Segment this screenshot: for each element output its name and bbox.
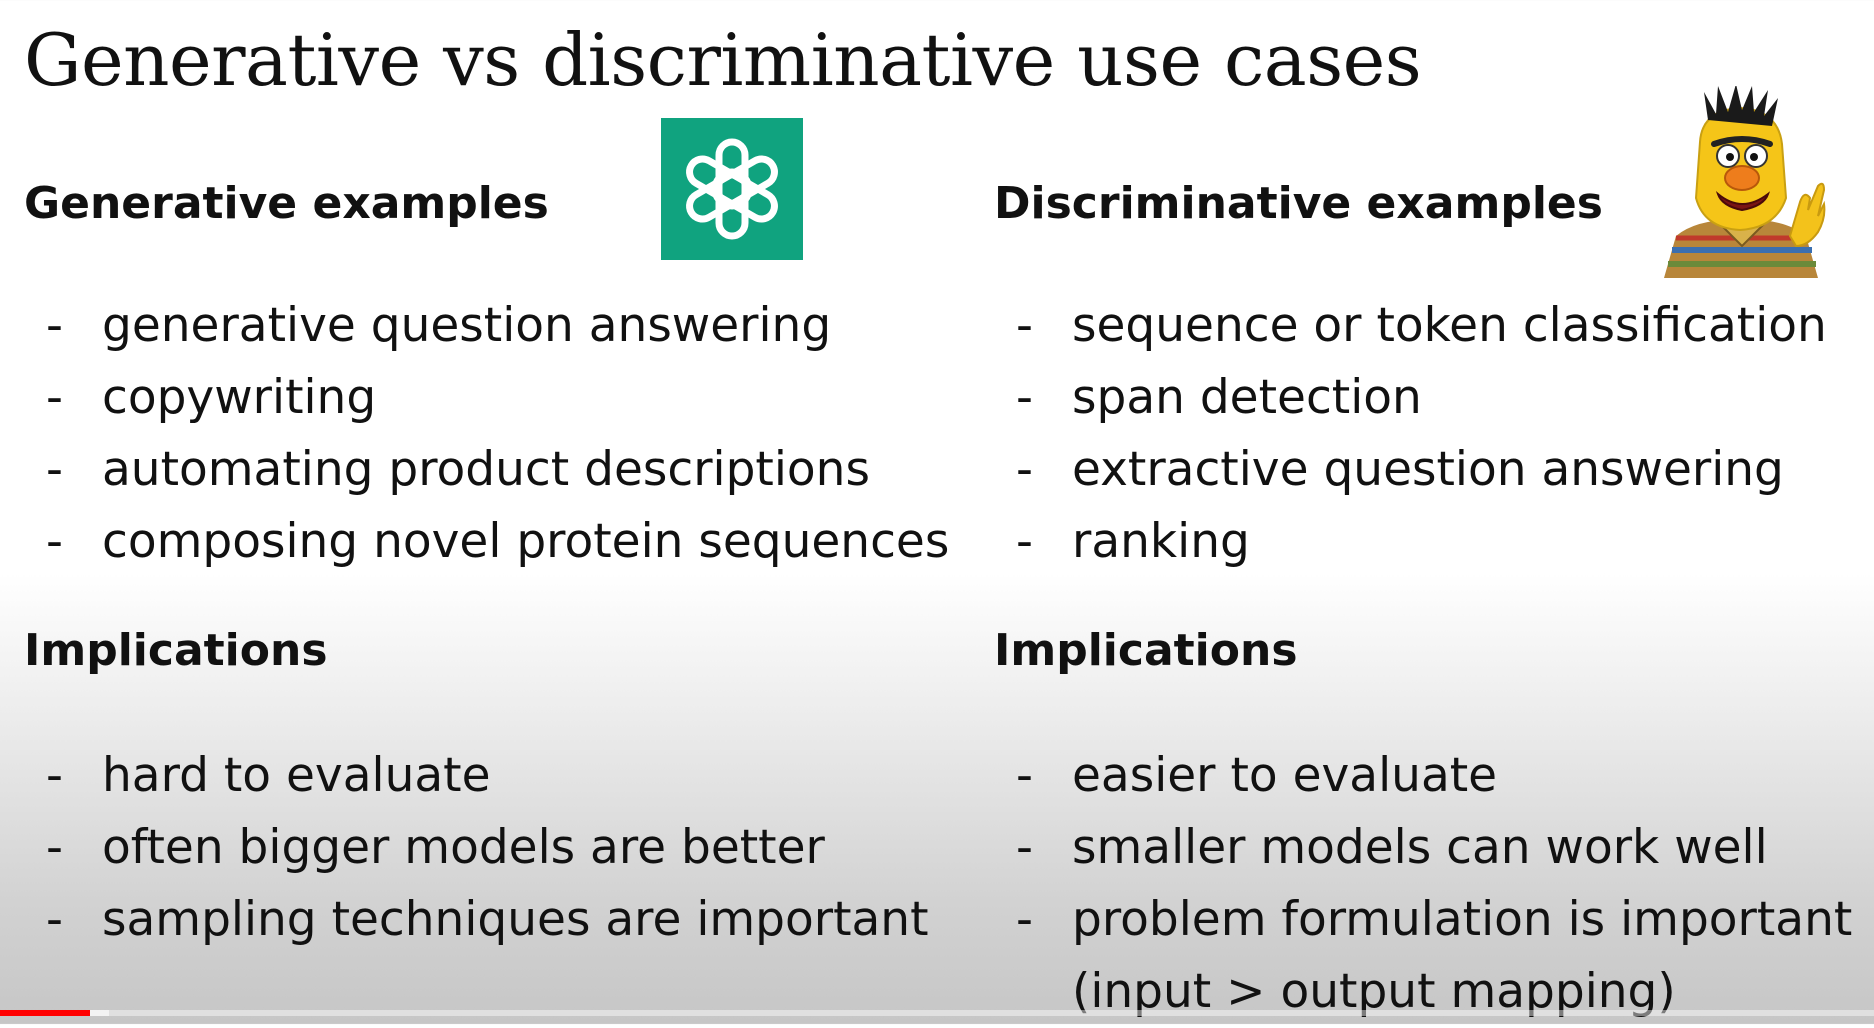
video-progress-played	[0, 1010, 90, 1016]
list-item: - generative question answering	[24, 290, 949, 362]
discriminative-examples-list: - sequence or token classification - span …	[994, 290, 1827, 578]
list-item: - extractive question answering	[994, 434, 1827, 506]
bullet-dash: -	[1016, 892, 1033, 947]
list-item-continuation: (input > output mapping)	[1072, 964, 1676, 1019]
list-item-text: generative question answering	[102, 298, 832, 353]
bullet-dash: -	[1016, 370, 1033, 425]
list-item: - often bigger models are better	[24, 812, 929, 884]
list-item: - ranking	[994, 506, 1827, 578]
generative-examples-list: - generative question answering - copywrit…	[24, 290, 949, 578]
bert-muppet-icon	[1658, 84, 1826, 278]
video-progress-bar[interactable]	[0, 1010, 1874, 1016]
list-item-text: sampling techniques are important	[102, 892, 929, 947]
list-item: - hard to evaluate	[24, 740, 929, 812]
list-item-text: automating product descriptions	[102, 442, 870, 497]
bullet-dash: -	[46, 370, 63, 425]
bullet-dash: -	[46, 892, 63, 947]
list-item: - span detection	[994, 362, 1827, 434]
list-item: - sequence or token classification	[994, 290, 1827, 362]
bullet-dash: -	[46, 514, 63, 569]
list-item-text: composing novel protein sequences	[102, 514, 950, 569]
list-item-text: span detection	[1072, 370, 1422, 425]
bullet-dash: -	[46, 442, 63, 497]
bullet-dash: -	[1016, 748, 1033, 803]
generative-implications-list: - hard to evaluate - often bigger models a…	[24, 740, 929, 956]
list-item: - easier to evaluate	[994, 740, 1852, 812]
list-item: - sampling techniques are important	[24, 884, 929, 956]
list-item: - automating product descriptions	[24, 434, 949, 506]
bullet-dash: -	[1016, 298, 1033, 353]
openai-logo-icon	[661, 118, 803, 260]
list-item-text: problem formulation is important	[1072, 892, 1853, 947]
list-item-text: sequence or token classification	[1072, 298, 1827, 353]
generative-column: Generative examples - generative question…	[24, 0, 949, 1024]
list-item: - composing novel protein sequences	[24, 506, 949, 578]
bullet-dash: -	[46, 298, 63, 353]
discriminative-column: Discriminative examples - sequence or tok…	[994, 0, 1854, 1024]
list-item-text: easier to evaluate	[1072, 748, 1498, 803]
bullet-dash: -	[1016, 442, 1033, 497]
list-item-text: copywriting	[102, 370, 377, 425]
list-item-text: smaller models can work well	[1072, 820, 1768, 875]
list-item-text: ranking	[1072, 514, 1250, 569]
discriminative-examples-heading: Discriminative examples	[994, 178, 1603, 229]
list-item: - smaller models can work well	[994, 812, 1852, 884]
generative-implications-heading: Implications	[24, 625, 328, 676]
list-item: - copywriting	[24, 362, 949, 434]
generative-examples-heading: Generative examples	[24, 178, 549, 229]
bullet-dash: -	[1016, 514, 1033, 569]
list-item: - problem formulation is important (input …	[994, 884, 1852, 1028]
bullet-dash: -	[46, 748, 63, 803]
list-item-text: extractive question answering	[1072, 442, 1784, 497]
bullet-dash: -	[46, 820, 63, 875]
openai-logo-graphic	[686, 138, 778, 240]
bert-muppet-graphic	[1664, 84, 1826, 278]
discriminative-implications-list: - easier to evaluate - smaller models can …	[994, 740, 1852, 1028]
list-item-text: often bigger models are better	[102, 820, 825, 875]
slide-title: Generative vs discriminative use cases	[24, 18, 1422, 102]
discriminative-implications-heading: Implications	[994, 625, 1298, 676]
bullet-dash: -	[1016, 820, 1033, 875]
list-item-text: hard to evaluate	[102, 748, 491, 803]
